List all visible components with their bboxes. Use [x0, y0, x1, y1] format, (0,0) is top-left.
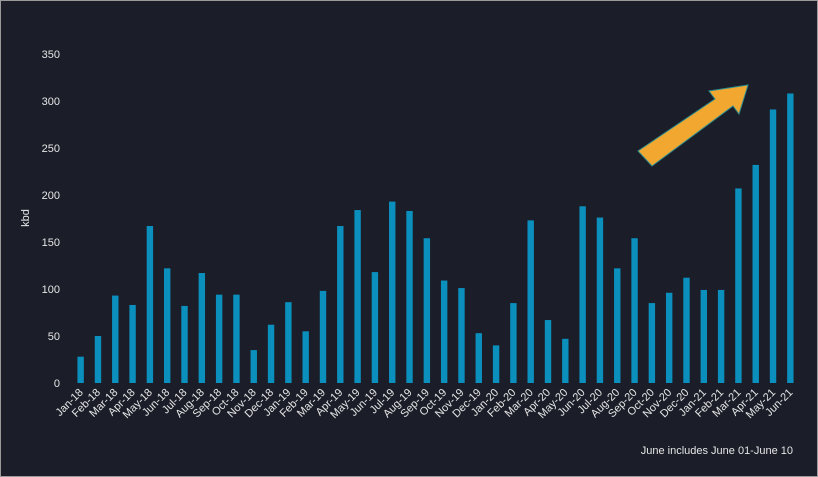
bar	[544, 320, 552, 383]
bar	[129, 304, 136, 383]
bar	[665, 292, 673, 383]
bar	[233, 294, 240, 383]
note: June includes June 01-June 10	[641, 445, 793, 457]
bar	[94, 336, 102, 383]
bar	[596, 217, 604, 383]
y-tick-label: 300	[42, 96, 60, 108]
bar	[752, 164, 759, 383]
bar	[717, 289, 725, 383]
y-tick-label: 50	[48, 331, 60, 343]
bar	[735, 188, 742, 383]
bar	[285, 302, 292, 383]
bar	[700, 289, 707, 383]
bar	[112, 295, 119, 383]
bar	[787, 93, 794, 383]
y-tick-label: 150	[42, 237, 60, 249]
bar	[527, 220, 534, 383]
bar	[267, 324, 275, 383]
y-tick-label: 200	[42, 190, 60, 202]
y-tick-label: 250	[42, 143, 60, 155]
bar	[510, 303, 517, 383]
bar	[475, 333, 482, 383]
bar	[648, 303, 656, 383]
bar	[181, 305, 188, 383]
bar	[337, 226, 344, 383]
bar	[146, 226, 154, 383]
bar	[423, 238, 431, 383]
bar	[77, 356, 84, 383]
bar	[458, 288, 465, 383]
y-tick-label: 100	[42, 284, 60, 296]
y-axis-label: kbd	[20, 209, 32, 227]
bar	[683, 277, 690, 383]
bar	[164, 268, 171, 383]
bar	[579, 206, 586, 383]
bar	[440, 280, 448, 383]
arrow	[637, 84, 749, 167]
bar	[406, 210, 413, 383]
bar	[302, 331, 309, 383]
bar	[354, 210, 361, 383]
bar	[319, 290, 327, 383]
bar	[389, 201, 396, 383]
bar	[614, 268, 621, 383]
bar	[215, 294, 223, 383]
bar	[198, 273, 206, 383]
y-tick-label: 0	[54, 378, 60, 390]
bar	[492, 345, 500, 383]
bar	[562, 338, 569, 383]
y-tick-label: 350	[42, 49, 60, 61]
bar	[631, 238, 638, 383]
bar	[769, 109, 777, 384]
bar	[371, 272, 379, 383]
bar	[250, 350, 257, 383]
